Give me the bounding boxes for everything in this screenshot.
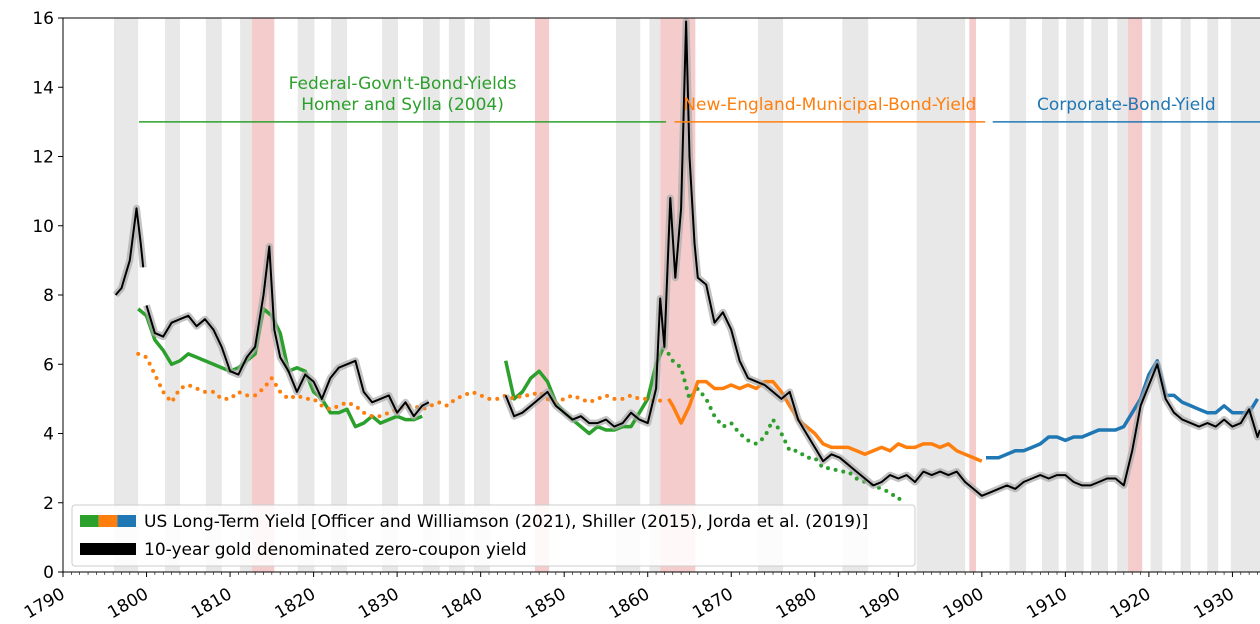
shaded-period [1041,18,1059,572]
legend-swatch [80,543,136,555]
x-tick-label: 1820 [272,584,319,623]
annotation-text: Federal-Govn't-Bond-Yields [289,74,517,94]
x-tick-label: 1880 [773,584,820,623]
x-tick-label: 1910 [1023,584,1070,623]
y-tick-label: 4 [43,425,54,445]
y-tick-label: 8 [43,286,54,306]
legend-label: US Long-Term Yield [Officer and Williams… [144,512,868,532]
x-tick-label: 1930 [1190,584,1237,623]
series-line [667,379,983,463]
plot-lines [112,18,1260,502]
shaded-period [916,18,966,572]
x-tick-label: 1840 [439,584,486,623]
x-tick-label: 1830 [355,584,402,623]
x-tick-label: 1850 [522,584,569,623]
shaded-period [448,18,465,572]
x-tick-label: 1800 [105,584,152,623]
series-line [114,20,1260,497]
x-tick-label: 1870 [689,584,736,623]
shaded-period [240,18,252,572]
shaded-period [473,18,490,572]
series-line [666,351,909,502]
x-tick-label: 1860 [606,584,653,623]
y-tick-label: 6 [43,355,54,375]
shaded-period [297,18,315,572]
y-tick-label: 16 [32,9,54,29]
x-tick-label: 1790 [21,584,68,623]
shaded-period [757,18,784,572]
legend-swatch [98,515,118,527]
shaded-period [423,18,440,572]
legend-box [71,504,916,567]
shaded-period [1150,18,1163,572]
annotation-text: Corporate-Bond-Yield [1037,95,1216,115]
shaded-period [1207,18,1219,572]
annotation-text: New-England-Municipal-Bond-Yield [683,95,976,115]
shaded-period [534,18,550,572]
shaded-period [164,18,180,572]
x-tick-label: 1900 [940,584,987,623]
legend-swatch [117,515,136,527]
shaded-period [649,18,661,572]
shaded-period [382,18,398,572]
shaded-period [1066,18,1084,572]
shaded-period [1230,18,1260,572]
y-tick-label: 2 [43,494,54,514]
shaded-period [615,18,641,572]
x-tick-label: 1920 [1107,584,1154,623]
x-tick-label: 1810 [188,584,235,623]
shaded-period [969,18,976,572]
y-tick-label: 14 [32,78,54,98]
plot-background [113,18,1260,572]
shaded-period [1180,18,1191,572]
y-tick-label: 10 [32,217,54,237]
shaded-period [1117,18,1129,572]
series-line [986,359,1259,460]
shaded-period [1009,18,1027,572]
shaded-period [331,18,348,572]
annotation-text: Homer and Sylla (2004) [301,95,504,115]
x-tick-label: 1890 [856,584,903,623]
shaded-period [205,18,222,572]
shaded-period [1091,18,1108,572]
y-tick-label: 12 [32,148,54,168]
legend-swatch [80,515,99,527]
legend-label: 10-year gold denominated zero-coupon yie… [144,540,527,560]
y-tick-label: 0 [43,563,54,583]
